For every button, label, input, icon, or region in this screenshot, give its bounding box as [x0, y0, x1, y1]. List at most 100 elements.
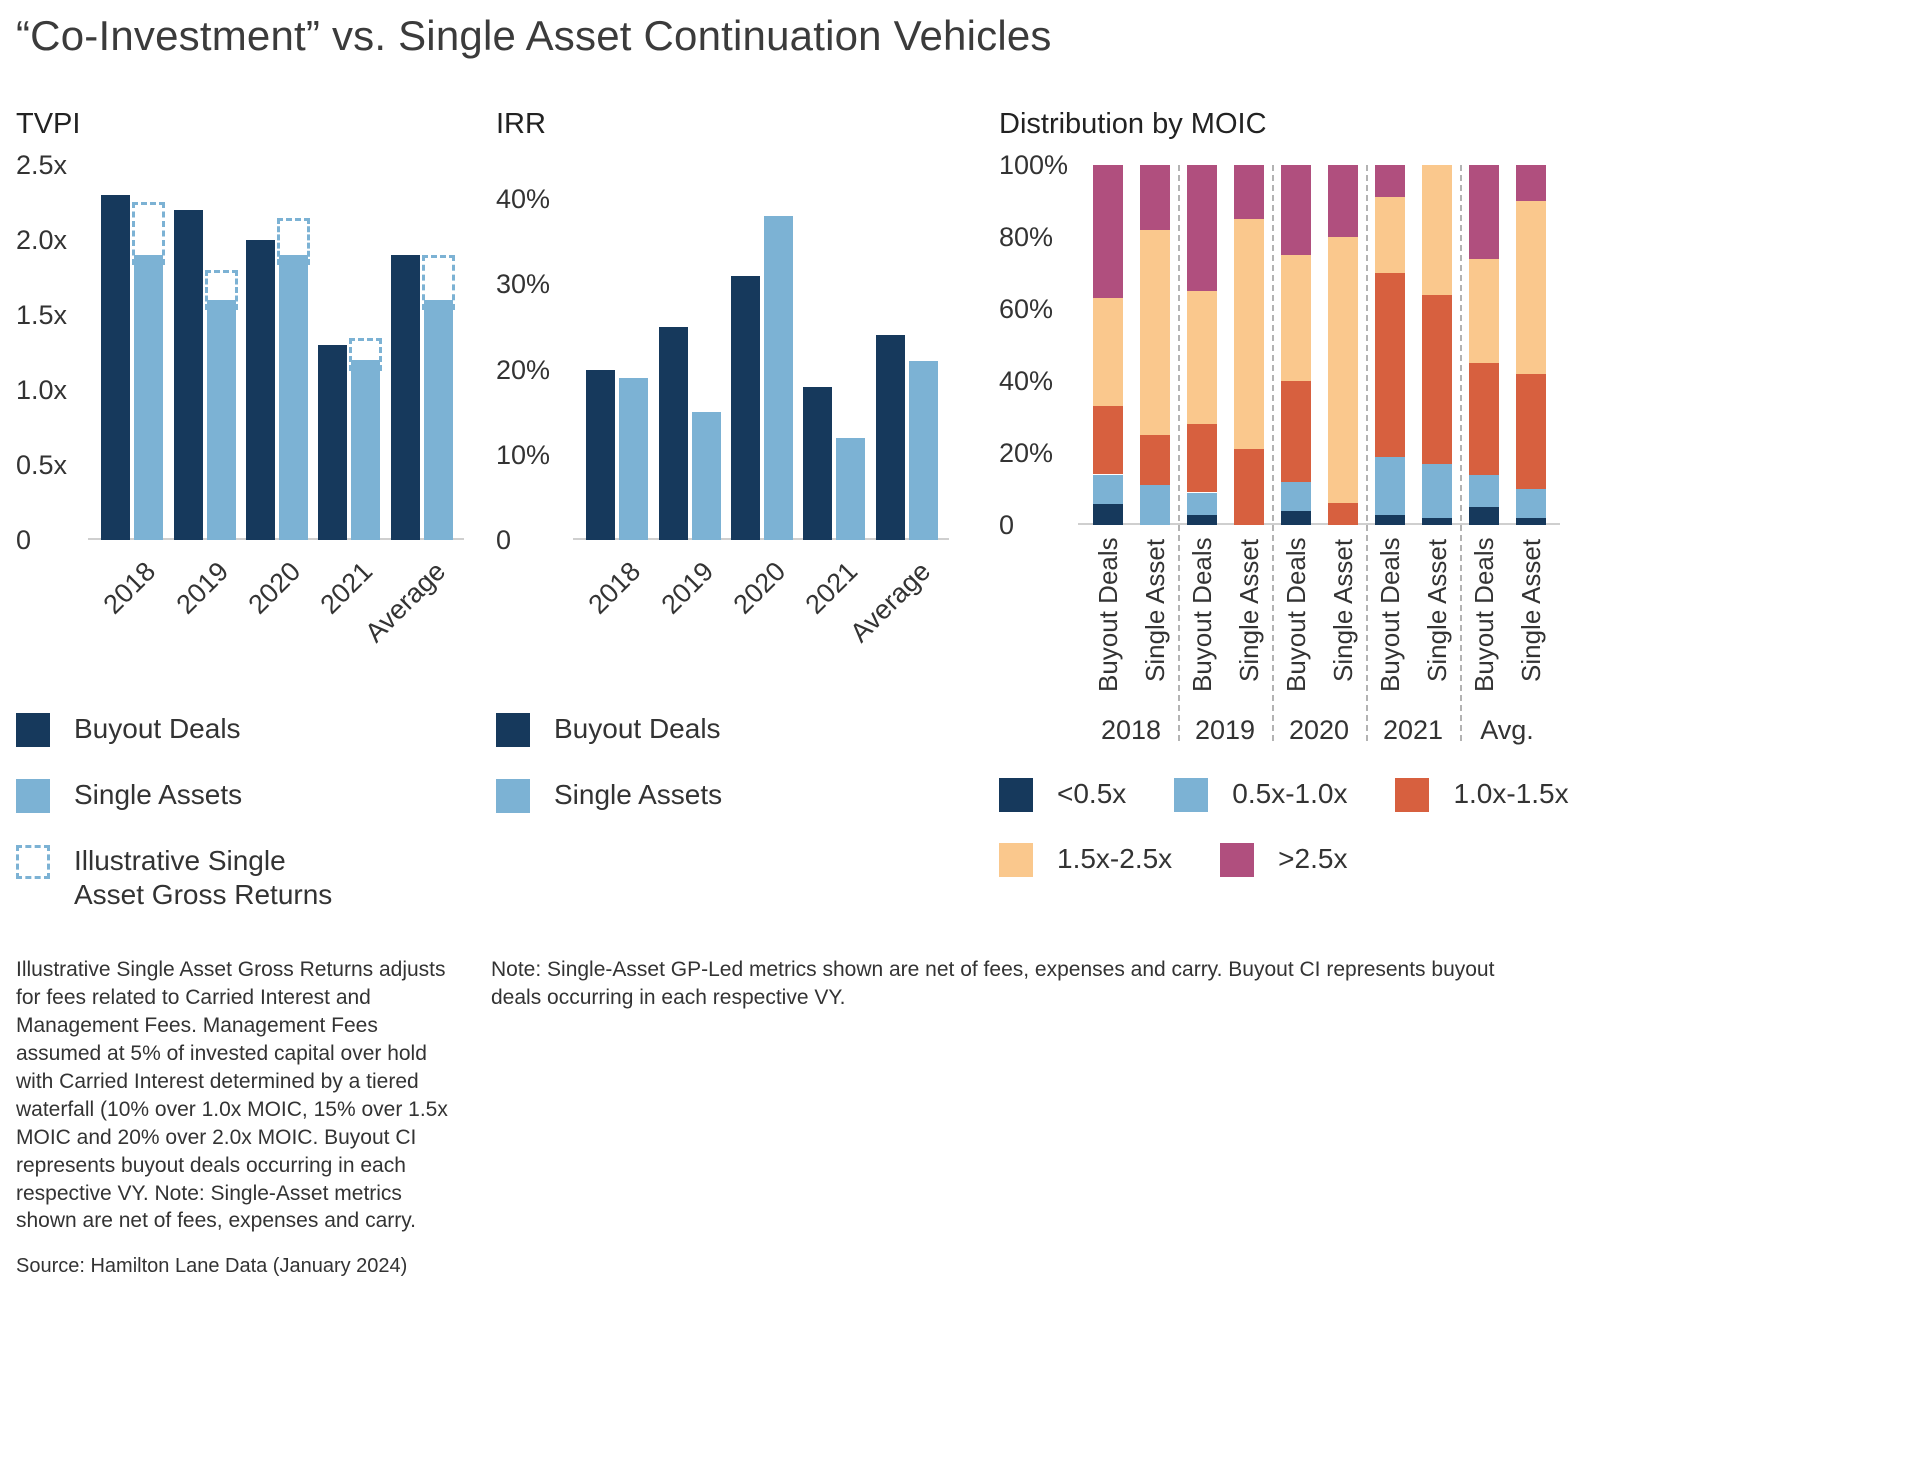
legend-item: Buyout Deals	[496, 712, 943, 747]
moic-year-label: 2019	[1194, 715, 1256, 745]
legend-swatch-red	[1395, 778, 1430, 812]
moic-year-label: 2018	[1100, 715, 1162, 745]
illustrative-gross-returns-box-2020	[277, 218, 310, 265]
legend-label: Buyout Deals	[554, 713, 721, 744]
moic-bar-label: Buyout Deals	[1281, 537, 1311, 692]
irr-y-tick-label: 10%	[496, 440, 551, 470]
irr-chart: IRR 0 10% 20% 30% 40% 2018 2019 2020 2021 Average…	[496, 108, 949, 844]
moic-y-tick-label: 40%	[999, 366, 1054, 396]
tvpi-y-tick-label: 1.0x	[16, 375, 68, 405]
moic-y-tick-label: 100%	[999, 150, 1069, 180]
moic-segment-1.0x-1.5x-avg.-buyout-deals	[1469, 363, 1499, 475]
moic-segment->2.5x-2018-single-asset	[1140, 165, 1170, 230]
moic-segment-0.5x-1.0x-2021-buyout-deals	[1375, 457, 1405, 515]
moic-legend: <0.5x 0.5x-1.0x 1.0x-1.5x 1.5x-2.5x >2.5x	[999, 777, 1619, 877]
moic-group-separator	[1460, 165, 1462, 741]
moic-group-separator	[1178, 165, 1180, 741]
footnote-left-column: Illustrative Single Asset Gross Returns …	[16, 956, 461, 1278]
irr-y-tick-label: 20%	[496, 355, 551, 385]
moic-y-tick-label: 60%	[999, 294, 1054, 324]
tvpi-bar-buyout-deals-2018	[101, 195, 130, 540]
legend-label: 1.0x-1.5x	[1453, 778, 1569, 809]
moic-bar-label: Single Asset	[1516, 538, 1546, 682]
legend-item: Single Assets	[16, 778, 468, 813]
footnote-note: Note: Single-Asset GP-Led metrics shown …	[491, 958, 1495, 1010]
moic-segment-<0.5x-2019-buyout-deals	[1187, 514, 1217, 525]
tvpi-x-axis-line	[88, 538, 464, 540]
moic-segment->2.5x-2021-buyout-deals	[1375, 165, 1405, 197]
moic-bar-label: Single Asset	[1140, 538, 1170, 682]
legend-label: Illustrative Single Asset Gross Returns	[74, 845, 333, 910]
moic-segment-1.0x-1.5x-2018-buyout-deals	[1093, 406, 1123, 474]
tvpi-bar-buyout-deals-average	[391, 255, 420, 540]
tvpi-bar-buyout-deals-2019	[174, 210, 203, 540]
moic-segment-<0.5x-2018-buyout-deals	[1093, 503, 1123, 525]
moic-segment-1.5x-2.5x-2018-single-asset	[1140, 230, 1170, 435]
moic-group-separator	[1272, 165, 1274, 741]
tvpi-y-tick-label: 0.5x	[16, 450, 68, 480]
legend-label: 1.5x-2.5x	[1057, 843, 1173, 874]
tvpi-bar-single-assets-2018	[134, 255, 163, 540]
moic-segment-1.5x-2.5x-2020-buyout-deals	[1281, 255, 1311, 381]
irr-plot: 0 10% 20% 30% 40% 2018 2019 2020 2021 Average	[496, 165, 949, 668]
irr-y-tick-label: 30%	[496, 269, 551, 299]
tvpi-bar-single-assets-2021	[351, 360, 380, 540]
legend-label: 0.5x-1.0x	[1232, 778, 1348, 809]
moic-segment-1.0x-1.5x-avg.-single-asset	[1516, 374, 1546, 489]
irr-bar-buyout-deals-2020	[731, 276, 760, 540]
moic-group-separator	[1366, 165, 1368, 741]
tvpi-bar-buyout-deals-2020	[246, 240, 275, 540]
tvpi-y-tick-label: 2.5x	[16, 150, 68, 180]
moic-segment-0.5x-1.0x-2021-single-asset	[1422, 464, 1452, 518]
legend-swatch-dashed	[16, 845, 50, 879]
tvpi-y-tick-label: 2.0x	[16, 225, 68, 255]
moic-segment-0.5x-1.0x-avg.-single-asset	[1516, 489, 1546, 518]
legend-item: Illustrative Single Asset Gross Returns	[16, 844, 468, 911]
legend-swatch-peach	[999, 843, 1033, 877]
moic-segment-1.5x-2.5x-2019-single-asset	[1234, 219, 1264, 449]
illustrative-gross-returns-box-2018	[132, 202, 165, 265]
moic-segment-1.5x-2.5x-2019-buyout-deals	[1187, 291, 1217, 424]
moic-y-tick-label: 80%	[999, 222, 1054, 252]
moic-segment-0.5x-1.0x-2019-buyout-deals	[1187, 493, 1217, 515]
tvpi-legend: Buyout Deals Single Assets Illustrative Si…	[16, 712, 468, 911]
legend-item: 0.5x-1.0x	[1174, 777, 1347, 812]
irr-bar-single-assets-average	[909, 361, 938, 540]
moic-bar-label: Single Asset	[1328, 538, 1358, 682]
moic-segment->2.5x-avg.-single-asset	[1516, 165, 1546, 201]
moic-segment-1.0x-1.5x-2020-buyout-deals	[1281, 381, 1311, 482]
legend-label: Single Assets	[74, 779, 243, 810]
footnote-left: Illustrative Single Asset Gross Returns …	[16, 958, 448, 1233]
moic-segment->2.5x-2019-buyout-deals	[1187, 165, 1217, 291]
moic-bar-label: Single Asset	[1234, 538, 1264, 682]
illustrative-gross-returns-box-average	[422, 255, 455, 310]
moic-segment-0.5x-1.0x-avg.-buyout-deals	[1469, 475, 1499, 507]
moic-segment-1.0x-1.5x-2019-buyout-deals	[1187, 424, 1217, 492]
moic-year-label: Avg.	[1480, 715, 1534, 745]
tvpi-y-tick-label: 1.5x	[16, 300, 68, 330]
moic-segment-<0.5x-2021-single-asset	[1422, 518, 1452, 525]
legend-item: >2.5x	[1220, 842, 1347, 877]
moic-segment-1.5x-2.5x-2021-single-asset	[1422, 165, 1452, 295]
irr-y-tick-label: 40%	[496, 184, 551, 214]
irr-y-tick-label: 0	[496, 525, 512, 555]
legend-item: Buyout Deals	[16, 712, 468, 747]
moic-segment-1.5x-2.5x-2020-single-asset	[1328, 237, 1358, 503]
irr-legend: Buyout Deals Single Assets	[496, 712, 943, 813]
moic-segment-<0.5x-2021-buyout-deals	[1375, 514, 1405, 525]
moic-segment-1.5x-2.5x-2018-buyout-deals	[1093, 298, 1123, 406]
moic-segment-<0.5x-avg.-single-asset	[1516, 518, 1546, 525]
irr-bar-buyout-deals-2018	[586, 370, 615, 540]
legend-item: Single Assets	[496, 778, 943, 813]
legend-swatch-lightblue	[16, 779, 50, 813]
moic-bar-label: Single Asset	[1422, 538, 1452, 682]
irr-bar-single-assets-2021	[836, 438, 865, 540]
irr-bar-buyout-deals-2019	[659, 327, 688, 540]
moic-segment->2.5x-2018-buyout-deals	[1093, 165, 1123, 298]
moic-segment->2.5x-2019-single-asset	[1234, 165, 1264, 219]
moic-segment-0.5x-1.0x-2018-buyout-deals	[1093, 475, 1123, 504]
page: “Co-Investment” vs. Single Asset Continu…	[16, 12, 1619, 1278]
moic-segment-1.5x-2.5x-avg.-single-asset	[1516, 201, 1546, 374]
moic-bar-label: Buyout Deals	[1469, 537, 1499, 692]
irr-bar-buyout-deals-2021	[803, 387, 832, 540]
